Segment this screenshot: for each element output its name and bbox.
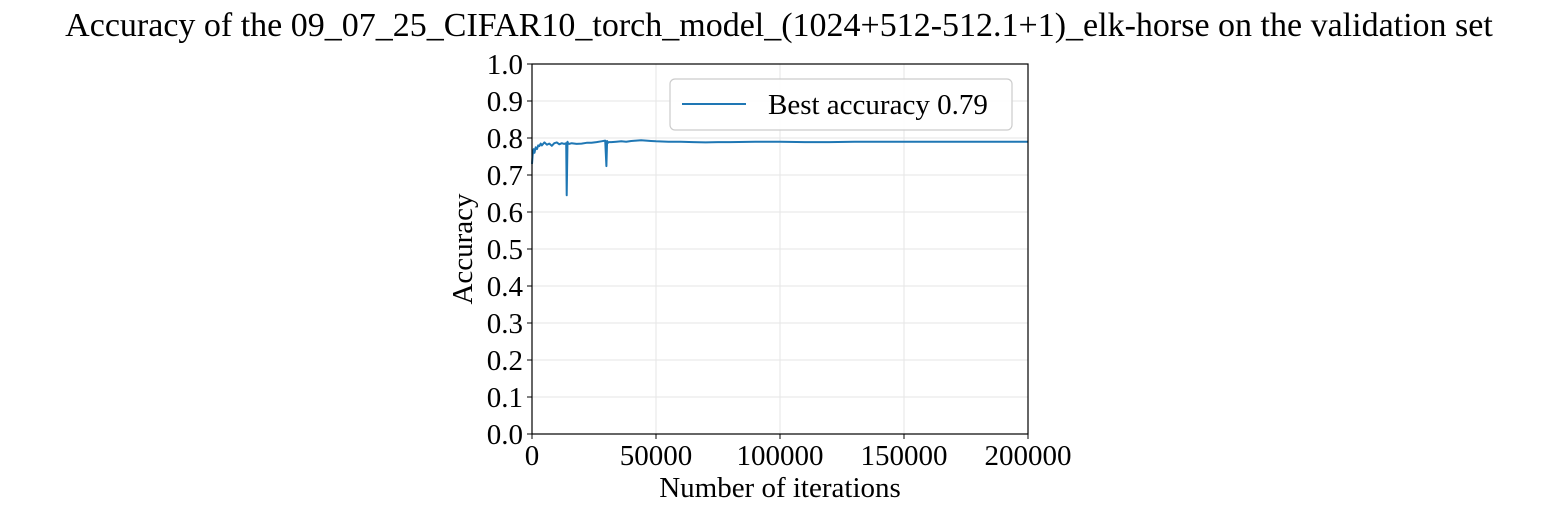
x-tick-label: 200000 [985,440,1072,472]
y-tick-label: 0.4 [487,271,524,303]
y-tick-label: 0.6 [487,197,523,229]
y-tick-label: 0.2 [487,345,523,377]
x-tick-label: 0 [525,440,540,472]
legend-label: Best accuracy 0.79 [768,89,988,121]
x-axis-ticks: 0 50000 100000 150000 200000 [525,434,1072,472]
y-axis-ticks: 0.0 0.1 0.2 0.3 0.4 0.5 0.6 0.7 0.8 0.9 1.0 [487,49,532,451]
y-tick-label: 0.1 [487,382,523,414]
x-tick-label: 150000 [861,440,948,472]
accuracy-series-line [531,139,1028,197]
series-layer [531,139,1028,197]
y-tick-label: 0.5 [487,234,523,266]
x-axis-label: Number of iterations [659,472,901,504]
legend-box [669,78,1013,131]
y-tick-label: 0.7 [487,160,523,192]
chart-title: Accuracy of the 09_07_25_CIFAR10_torch_m… [65,7,1493,44]
y-tick-label: 1.0 [487,49,523,81]
x-tick-label: 50000 [620,440,693,472]
x-tick-label: 100000 [737,440,824,472]
y-axis-label: Accuracy [447,193,479,305]
legend: Best accuracy 0.79 [669,78,1013,131]
y-tick-label: 0.8 [487,123,523,155]
y-tick-label: 0.0 [487,419,523,451]
y-tick-label: 0.9 [487,86,523,118]
y-tick-label: 0.3 [487,308,523,340]
